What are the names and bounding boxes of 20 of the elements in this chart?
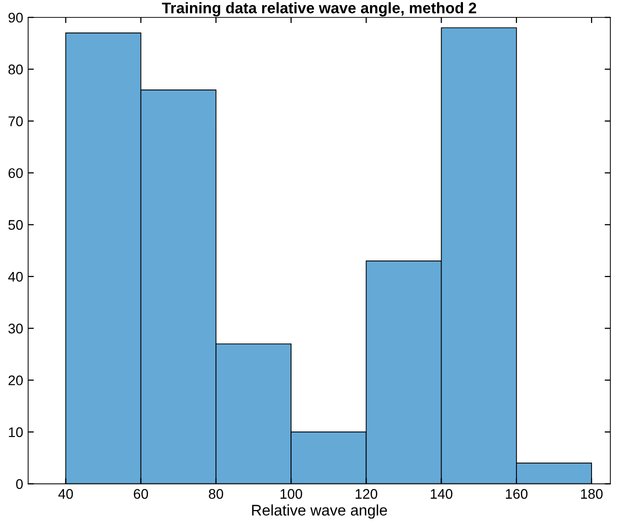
x-tick-label: 60 [134, 489, 148, 499]
y-tick-label: 0 [16, 479, 23, 489]
y-tick-label: 50 [8, 220, 23, 230]
y-tick-label: 90 [8, 12, 23, 23]
y-tick-label: 30 [8, 324, 23, 334]
y-tick-label: 40 [8, 272, 23, 282]
x-axis-title: Relative wave angle [252, 504, 387, 519]
y-tick-label: 80 [8, 64, 23, 74]
y-tick-label: 70 [8, 116, 23, 126]
y-tick-label: 20 [8, 375, 23, 386]
x-tick-label: 40 [58, 489, 73, 499]
x-tick-label: 180 [581, 489, 603, 499]
x-tick-label: 80 [208, 489, 224, 499]
x-tick-label: 140 [430, 489, 452, 499]
x-tick-label: 120 [356, 489, 378, 499]
x-tick-label: 160 [506, 489, 528, 499]
chart-title: Training data relative wave angle, method 2 [162, 2, 476, 16]
y-tick-label: 60 [8, 168, 23, 178]
y-tick-label: 10 [8, 427, 23, 438]
x-tick-label: 100 [280, 489, 302, 499]
